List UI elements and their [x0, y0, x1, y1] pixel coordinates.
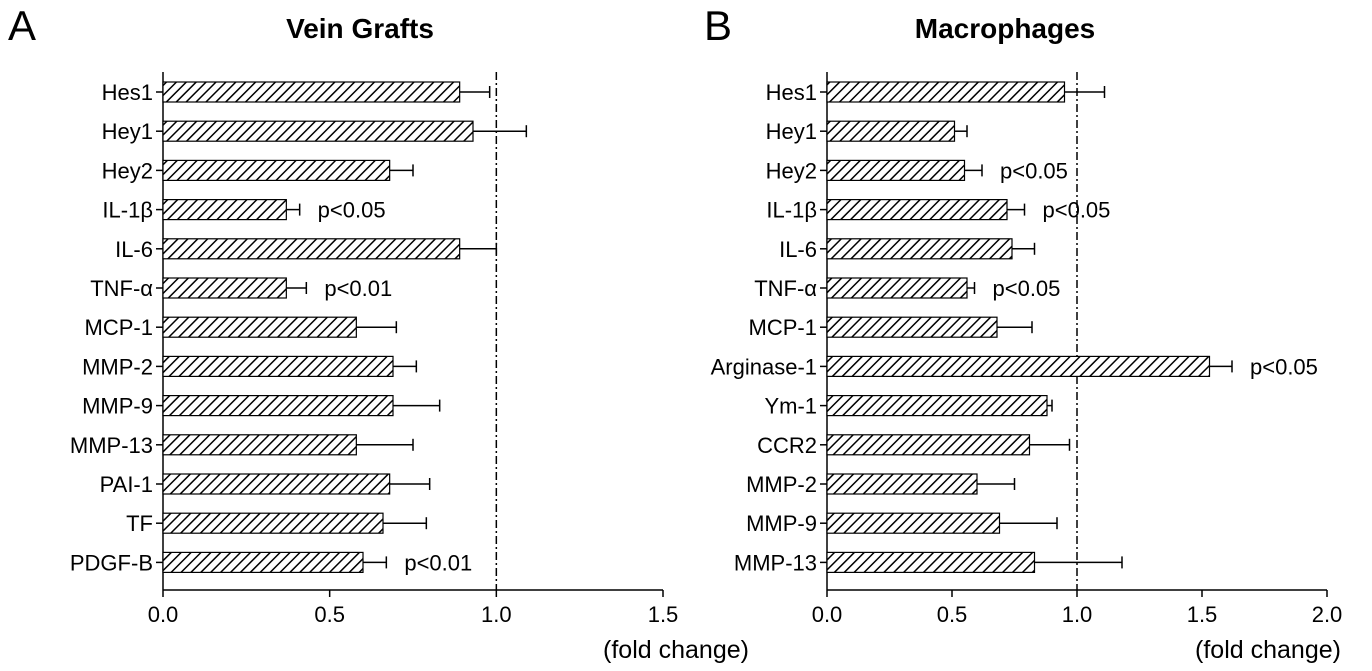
category-label: IL-6	[115, 237, 153, 262]
significance-label: p<0.01	[404, 550, 472, 575]
x-tick-label: 1.5	[1187, 602, 1218, 627]
category-label: MMP-9	[82, 394, 153, 419]
category-label: MCP-1	[85, 315, 153, 340]
category-label: Hey2	[766, 158, 817, 183]
x-tick-label: 0.0	[148, 602, 179, 627]
bar	[826, 355, 1211, 377]
category-label: PDGF-B	[70, 550, 153, 575]
bar	[162, 473, 391, 495]
category-label: Hey1	[766, 119, 817, 144]
bar	[826, 277, 968, 299]
bar	[162, 551, 364, 574]
category-label: Hes1	[766, 80, 817, 105]
significance-label: p<0.05	[993, 276, 1061, 301]
category-label: Ym-1	[764, 394, 817, 419]
x-axis-label-a: (fold change)	[603, 636, 749, 664]
x-axis-label-b: (fold change)	[1195, 636, 1341, 664]
bar	[826, 81, 1066, 103]
bar	[162, 434, 357, 456]
bar	[826, 551, 1036, 574]
bar	[162, 81, 461, 103]
bar	[826, 434, 1031, 456]
panel-title-a: Vein Grafts	[286, 13, 434, 44]
category-label: Hes1	[102, 80, 153, 105]
x-tick-label: 1.5	[648, 602, 679, 627]
significance-label: p<0.05	[318, 198, 386, 223]
category-label: IL-6	[779, 237, 817, 262]
category-label: CCR2	[757, 433, 817, 458]
significance-label: p<0.05	[1000, 158, 1068, 183]
category-label: Arginase-1	[711, 354, 817, 379]
category-label: MMP-13	[734, 550, 817, 575]
bar	[826, 238, 1013, 260]
category-label: IL-1β	[766, 198, 817, 223]
x-tick-label: 1.0	[1062, 602, 1093, 627]
x-tick-label: 0.0	[812, 602, 843, 627]
category-label: MMP-2	[746, 472, 817, 497]
category-label: MMP-2	[82, 354, 153, 379]
bar	[162, 159, 391, 181]
panel-letter-a: A	[8, 2, 36, 49]
category-label: Hey2	[102, 158, 153, 183]
bar	[826, 395, 1048, 417]
bar	[162, 316, 357, 338]
category-label: IL-1β	[102, 198, 153, 223]
panel-letter-b: B	[704, 2, 732, 49]
bar	[826, 159, 966, 181]
category-label: MMP-13	[70, 433, 153, 458]
bar	[162, 395, 394, 417]
x-tick-label: 0.5	[937, 602, 968, 627]
bar	[162, 355, 394, 377]
significance-label: p<0.05	[1250, 354, 1318, 379]
bar	[162, 120, 474, 142]
category-label: MMP-9	[746, 511, 817, 536]
bar	[826, 512, 1001, 534]
bar	[162, 199, 287, 221]
x-tick-label: 1.0	[481, 602, 512, 627]
bar	[826, 199, 1008, 221]
bar	[826, 316, 998, 338]
bar-chart-macrophages: 0.0 0.5 1.0 1.5 2.0 Hes1 Hey1 Hey2 p<0.05 IL-1β p<…	[711, 72, 1343, 627]
category-label: MCP-1	[749, 315, 817, 340]
category-label: TF	[126, 511, 153, 536]
category-label: TNF-α	[754, 276, 817, 301]
bar-chart-vein-grafts: 0.0 0.5 1.0 1.5 Hes1 Hey1 Hey2 IL-1β p<0.05 IL-6 T…	[70, 72, 678, 627]
bar	[826, 473, 978, 495]
significance-label: p<0.01	[324, 276, 392, 301]
category-label: TNF-α	[90, 276, 153, 301]
significance-label: p<0.05	[1043, 198, 1111, 223]
category-label: Hey1	[102, 119, 153, 144]
category-label: PAI-1	[100, 472, 153, 497]
bar	[162, 238, 461, 260]
x-tick-label: 0.5	[314, 602, 345, 627]
bar	[162, 512, 384, 534]
panel-title-b: Macrophages	[915, 13, 1096, 44]
x-tick-label: 2.0	[1312, 602, 1343, 627]
bar	[162, 277, 287, 299]
bar	[826, 120, 956, 142]
